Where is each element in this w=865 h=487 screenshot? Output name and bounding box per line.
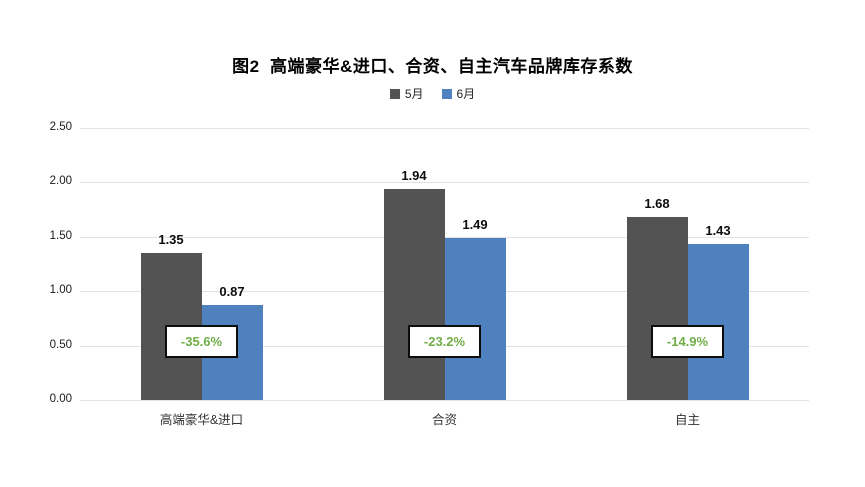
y-axis-tick-label: 0.00: [49, 393, 72, 405]
change-percentage-badge: -14.9%: [651, 325, 724, 358]
legend-item-june: 6月: [441, 85, 476, 102]
gridline: [80, 236, 809, 238]
y-axis-tick-label: 2.50: [49, 121, 72, 133]
bar-june: [687, 244, 749, 400]
x-axis-category-label: 高端豪华&进口: [159, 413, 244, 427]
legend-swatch-may: [389, 88, 400, 99]
y-axis-tick-label: 1.50: [49, 229, 72, 242]
y-axis-tick-label: 1.00: [49, 284, 72, 297]
legend-swatch-june: [441, 88, 452, 99]
chart-title: 图2 高端豪华&进口、合资、自主汽车品牌库存系数: [232, 57, 633, 76]
bar-value-label: 1.35: [158, 232, 184, 248]
bar-value-label: 1.43: [705, 223, 731, 239]
bar-value-label: 1.49: [462, 216, 488, 232]
bar-value-label: 1.68: [644, 196, 670, 212]
bar-may: [383, 188, 445, 400]
gridline: [80, 400, 809, 401]
legend-label-may: 5月: [404, 87, 424, 101]
bar-may: [626, 217, 688, 400]
bar-june: [444, 237, 506, 400]
change-percentage-badge: -23.2%: [408, 325, 481, 358]
x-axis-category-label: 合资: [431, 413, 457, 427]
legend-item-may: 5月: [389, 85, 424, 102]
gridline: [80, 128, 809, 129]
y-axis-tick-label: 2.00: [49, 175, 72, 188]
x-axis-category-label: 自主: [674, 413, 700, 427]
gridline: [80, 182, 809, 184]
bar-value-label: 1.94: [401, 167, 427, 183]
legend-label-june: 6月: [456, 87, 476, 101]
change-percentage-badge: -35.6%: [165, 325, 238, 358]
bar-value-label: 0.87: [219, 284, 245, 300]
y-axis-tick-label: 0.50: [49, 338, 72, 351]
chart-legend: 5月 6月: [0, 85, 865, 102]
